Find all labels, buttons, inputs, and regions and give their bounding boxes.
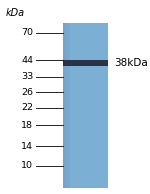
Text: 14: 14 [21,142,33,151]
Bar [63,60,108,66]
Text: 18: 18 [21,121,33,130]
Bar [64,23,65,188]
Bar [68,23,69,188]
Text: 70: 70 [21,29,33,37]
Text: 38kDa: 38kDa [114,58,148,68]
Text: 33: 33 [21,72,33,81]
Bar [67,23,68,188]
Bar [68,23,69,188]
Bar [63,23,64,188]
Text: 10: 10 [21,161,33,170]
Bar [65,23,66,188]
Text: 26: 26 [21,88,33,97]
Bar [66,23,67,188]
Text: kDa: kDa [6,8,25,18]
Text: 44: 44 [21,56,33,65]
Bar [69,23,70,188]
Bar [63,23,108,188]
Text: 22: 22 [21,103,33,112]
